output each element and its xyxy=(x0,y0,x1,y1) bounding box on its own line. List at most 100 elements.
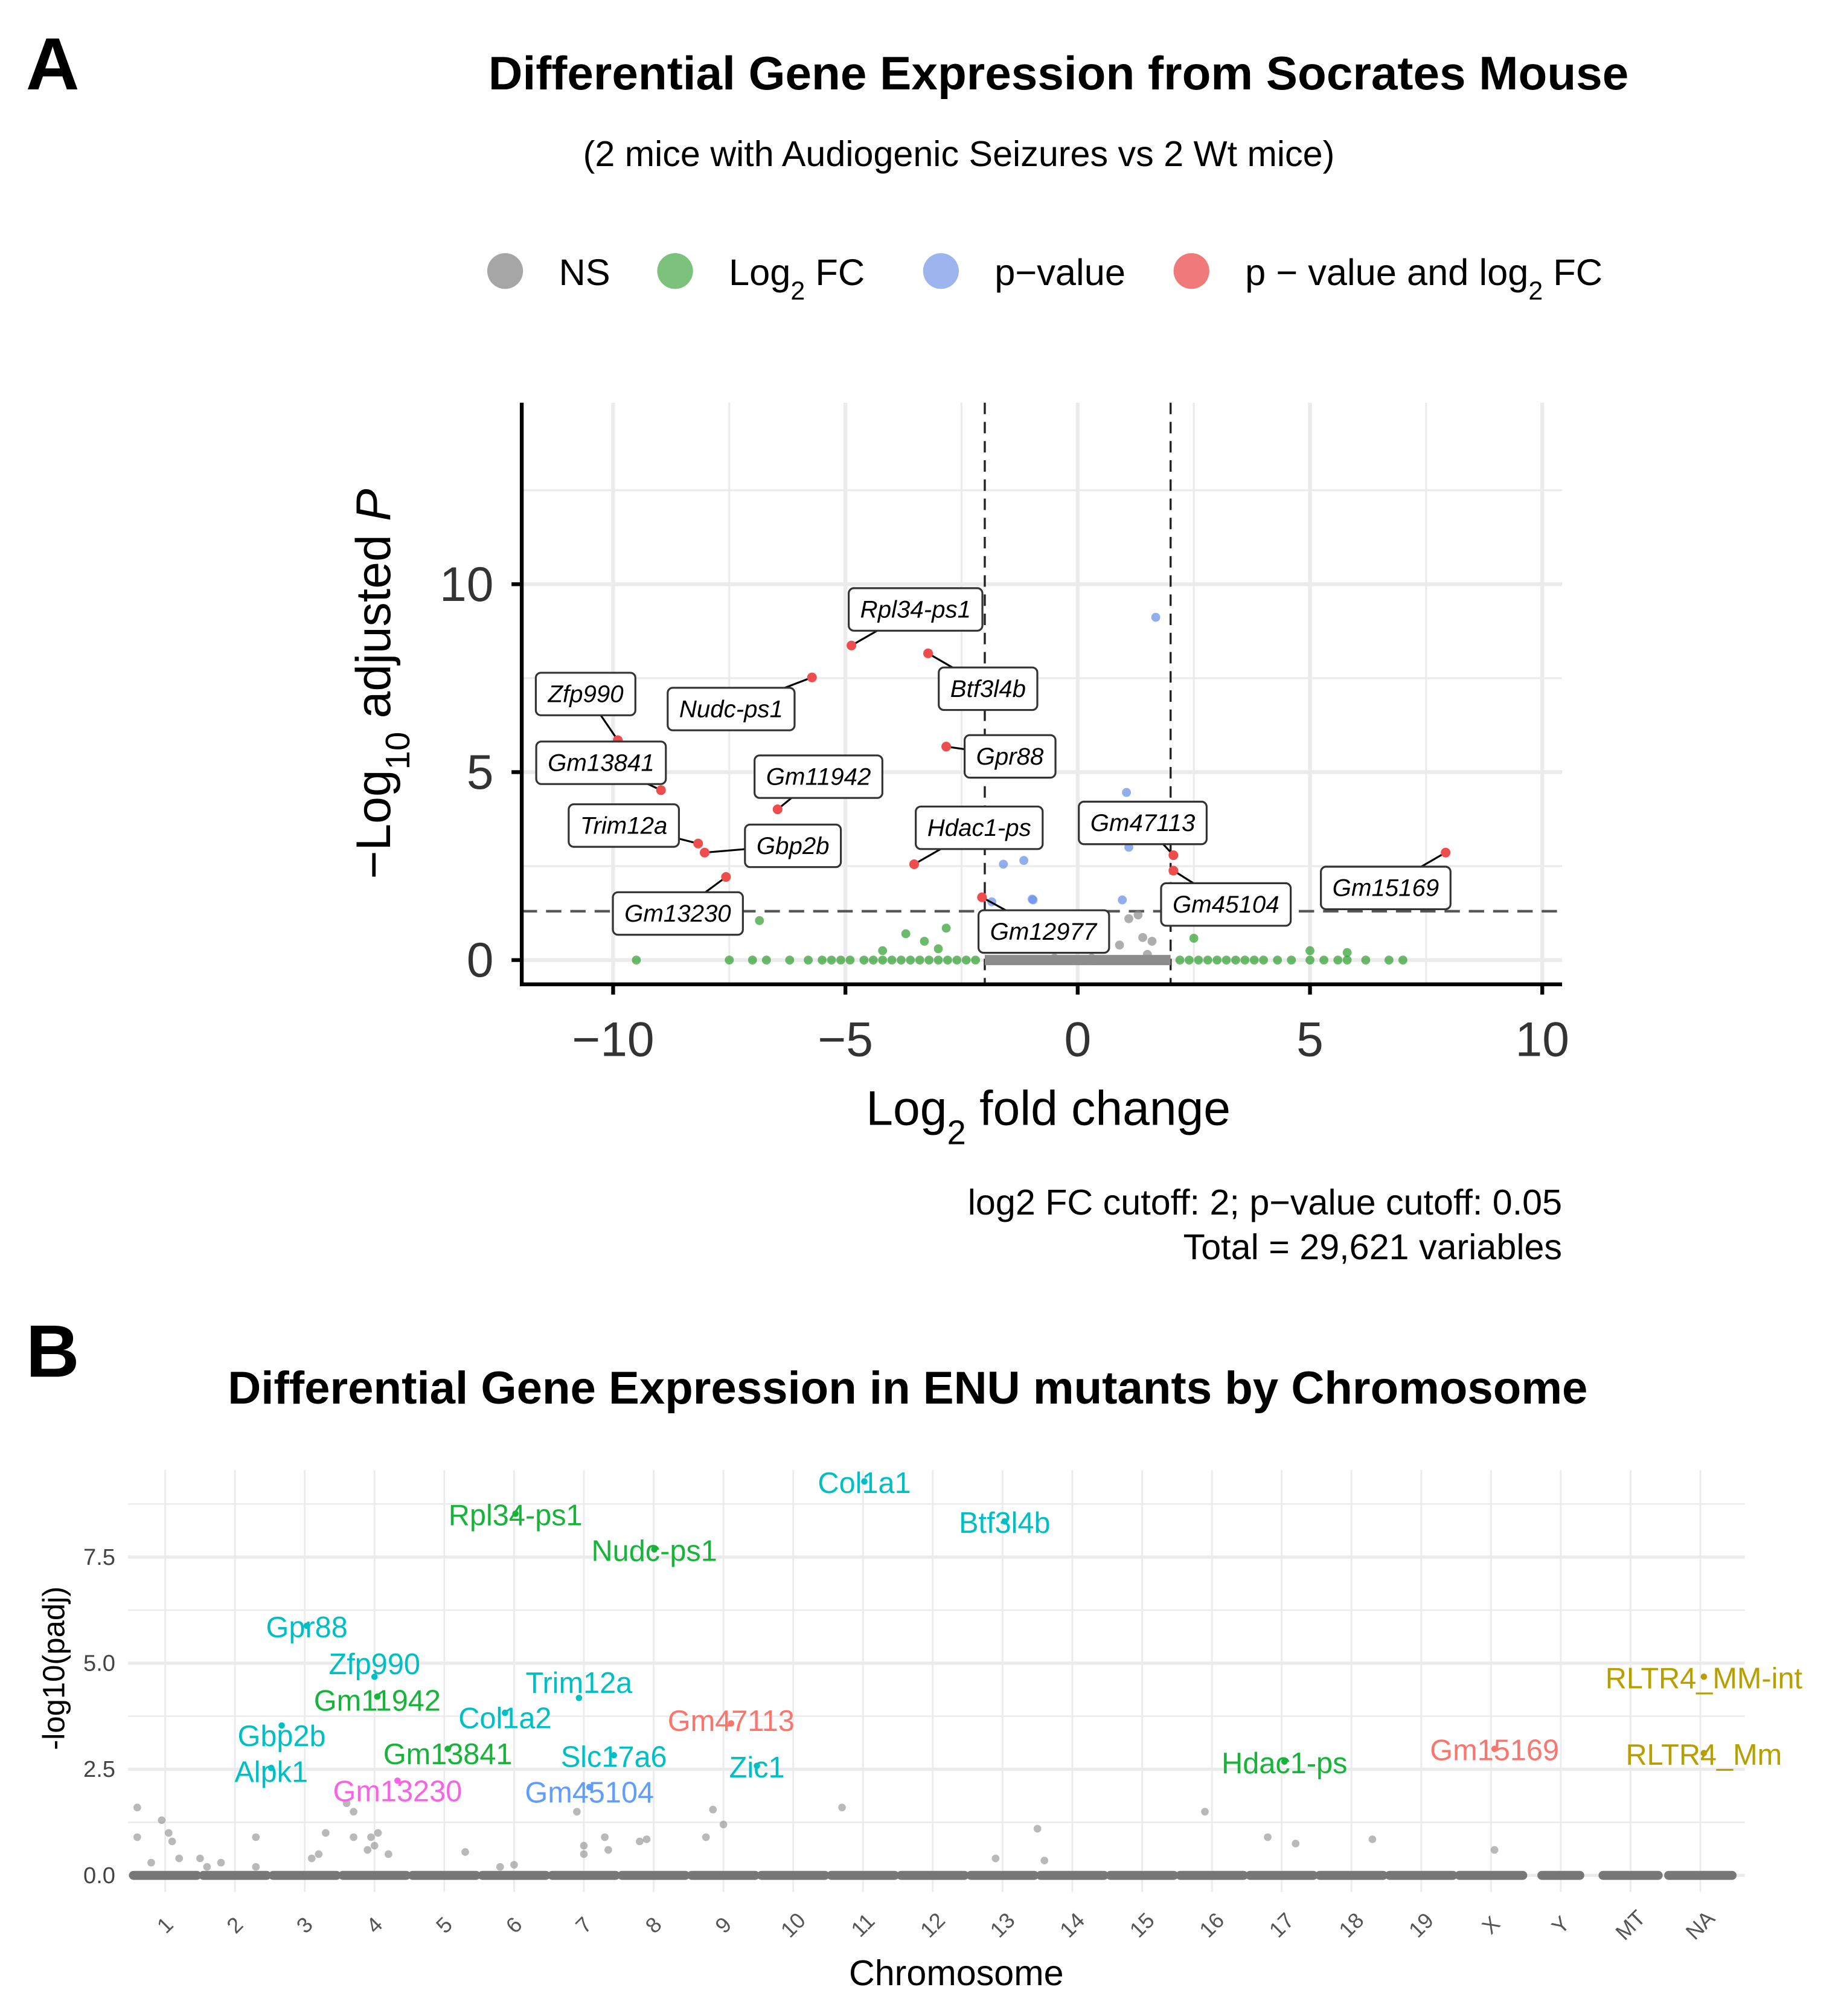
gene-label-box: Gm47113 xyxy=(1078,800,1208,846)
highlighted-gene-point xyxy=(754,1762,760,1770)
fc-point xyxy=(1287,955,1296,965)
x-tick-label: 18 xyxy=(1334,1908,1368,1942)
gene-point xyxy=(636,1837,644,1846)
fc-point xyxy=(1194,955,1203,965)
gene-label-box: Gpr88 xyxy=(964,734,1057,779)
label-box xyxy=(848,587,984,632)
label-box xyxy=(535,740,667,785)
gene-point xyxy=(367,1833,375,1841)
x-tick-label: 11 xyxy=(846,1908,879,1942)
fc-point xyxy=(878,946,888,955)
gene-label-box: Gm13230 xyxy=(612,891,744,936)
gene-label: Col1a1 xyxy=(818,1467,911,1500)
x-tick-label: 9 xyxy=(710,1912,736,1938)
gene-point xyxy=(203,1863,211,1871)
gene-label: Trim12a xyxy=(526,1667,633,1700)
gene-label-box: Rpl34-ps1 xyxy=(848,587,984,632)
caption-cutoffs: log2 FC cutoff: 2; p−value cutoff: 0.05 xyxy=(968,1182,1562,1222)
gene-label: Btf3l4b xyxy=(950,675,1026,702)
legend-marker xyxy=(487,253,523,289)
label-box xyxy=(568,803,680,848)
fc-point xyxy=(868,955,878,965)
fc-point xyxy=(924,955,934,965)
text-part: p−value xyxy=(994,252,1125,294)
fc-point xyxy=(785,955,795,965)
fc-point xyxy=(1361,955,1371,965)
significant-point xyxy=(721,872,731,882)
fc-point xyxy=(632,955,641,965)
highlighted-gene-point xyxy=(1700,1750,1708,1757)
gene-point xyxy=(642,1835,651,1843)
significant-point xyxy=(1168,850,1179,861)
fc-point xyxy=(952,955,962,965)
gene-label: Gm11942 xyxy=(766,763,871,791)
label-box xyxy=(667,687,796,731)
fc-point xyxy=(1305,955,1314,965)
label-box xyxy=(915,805,1044,850)
gene-label: Gm45104 xyxy=(1173,891,1279,918)
significant-point xyxy=(699,847,710,858)
text-part: FC xyxy=(1543,252,1602,294)
gene-label-box: Zfp990 xyxy=(534,672,636,716)
gene-label-box: Nudc-ps1 xyxy=(667,687,796,731)
gene-label: Slc17a6 xyxy=(561,1741,667,1773)
x-tick-label: 12 xyxy=(915,1908,950,1942)
fc-point xyxy=(901,929,911,939)
text-part: NS xyxy=(559,252,610,294)
gene-label: Nudc-ps1 xyxy=(679,695,783,722)
gene-label-box: Gm11942 xyxy=(754,754,883,799)
y-axis-title: -log10(padj) xyxy=(36,1587,71,1750)
gene-point xyxy=(604,1846,612,1854)
fc-point xyxy=(971,955,980,965)
significant-point xyxy=(847,640,857,650)
gene-point xyxy=(580,1841,588,1850)
x-tick-label: 17 xyxy=(1264,1908,1299,1942)
fc-point xyxy=(761,955,771,965)
highlighted-gene-point xyxy=(651,1546,658,1553)
highlighted-gene-point xyxy=(1281,1758,1288,1765)
gene-point xyxy=(307,1854,316,1863)
text-part: adjusted xyxy=(347,521,401,732)
gene-point xyxy=(991,1854,1000,1863)
gene-point xyxy=(158,1816,166,1825)
x-tick-label: 13 xyxy=(985,1908,1019,1942)
y-tick-label: 0 xyxy=(467,933,494,987)
ns-point xyxy=(1049,954,1059,963)
text-part-italic: P xyxy=(347,489,401,521)
x-tick-label: 5 xyxy=(431,1912,457,1938)
subscript: 2 xyxy=(947,1113,966,1151)
pvalue-point xyxy=(1122,788,1132,797)
fc-point xyxy=(1398,955,1407,965)
highlighted-gene-point xyxy=(267,1765,275,1771)
gene-point xyxy=(496,1863,504,1871)
gene-point xyxy=(461,1848,469,1856)
legend: NS Log2 FC p−value p − value and log2 FC xyxy=(487,252,1602,306)
label-box xyxy=(938,666,1039,711)
gene-point xyxy=(719,1820,728,1829)
ns-point xyxy=(1133,910,1143,920)
x-tick-label: 6 xyxy=(501,1912,527,1938)
y-tick-label: 2.5 xyxy=(83,1757,115,1782)
fc-point xyxy=(1212,955,1222,965)
gene-point xyxy=(322,1829,330,1837)
gene-point xyxy=(350,1833,357,1841)
label-box xyxy=(964,734,1057,779)
gene-point xyxy=(133,1803,141,1812)
gene-label: RLTR4_Mm xyxy=(1626,1739,1782,1771)
gene-point xyxy=(175,1854,184,1863)
fc-point xyxy=(1203,955,1212,965)
ns-point xyxy=(1147,937,1157,946)
ns-point xyxy=(1138,933,1147,942)
text-part: FC xyxy=(805,252,865,294)
gene-label-box: Gbp2b xyxy=(744,823,842,868)
gene-label: Col1a2 xyxy=(458,1702,551,1735)
gene-label: Gm13841 xyxy=(383,1738,513,1771)
significant-point xyxy=(772,804,783,815)
highlighted-gene-point xyxy=(1491,1745,1498,1752)
gene-label: Rpl34-ps1 xyxy=(449,1499,583,1532)
fc-point xyxy=(1319,955,1329,965)
x-tick-label: 16 xyxy=(1194,1908,1229,1942)
gene-point xyxy=(252,1863,260,1871)
chromosome-plot: 1 2 3 4 5 6 7 8 9 10 11 12 13 14 15 16 17 18 19 X Y MT NACol1a… xyxy=(36,1467,1802,1993)
gene-label-box: Trim12a xyxy=(568,803,680,848)
